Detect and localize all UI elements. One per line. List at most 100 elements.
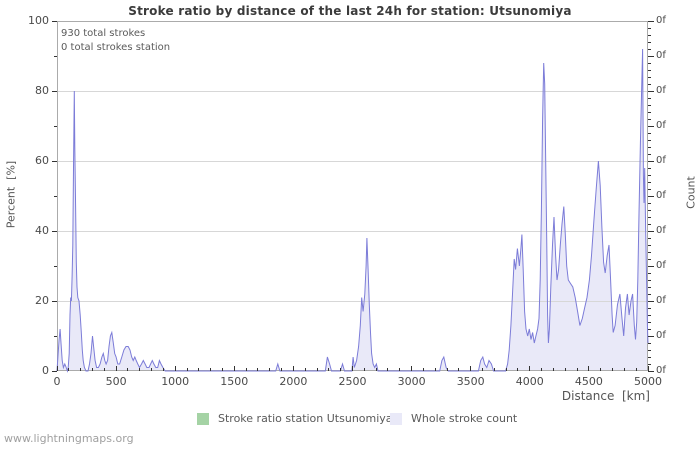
count-tick bbox=[648, 55, 654, 57]
y-tick-label: 40 bbox=[35, 224, 49, 237]
count-tick-label: 0f bbox=[656, 295, 666, 306]
count-minor-tick bbox=[648, 167, 651, 169]
x-tick-label: 2500 bbox=[338, 375, 367, 388]
y-minor-tick bbox=[54, 335, 57, 337]
legend-label-station-ratio: Stroke ratio station Utsunomiya bbox=[218, 412, 393, 425]
count-tick bbox=[648, 125, 654, 127]
x-minor-tick bbox=[210, 368, 212, 371]
y-tick-label: 0 bbox=[42, 364, 49, 377]
y-tick bbox=[52, 90, 57, 92]
chart-title: Stroke ratio by distance of the last 24h… bbox=[128, 4, 572, 18]
count-minor-tick bbox=[648, 272, 651, 274]
x-minor-tick bbox=[458, 368, 460, 371]
count-tick-label: 0f bbox=[656, 365, 666, 376]
x-tick bbox=[292, 366, 294, 371]
x-tick-label: 0 bbox=[53, 375, 61, 388]
x-minor-tick bbox=[387, 368, 389, 371]
legend-item-whole-stroke-count: Whole stroke count bbox=[390, 412, 517, 425]
count-minor-tick bbox=[648, 104, 651, 106]
count-minor-tick bbox=[648, 237, 651, 239]
count-minor-tick bbox=[648, 41, 651, 43]
x-tick bbox=[411, 366, 413, 371]
x-minor-tick bbox=[482, 368, 484, 371]
count-tick-label: 0f bbox=[656, 15, 666, 26]
x-minor-tick bbox=[375, 368, 377, 371]
count-minor-tick bbox=[648, 314, 651, 316]
count-minor-tick bbox=[648, 328, 651, 330]
count-minor-tick bbox=[648, 251, 651, 253]
x-minor-tick bbox=[257, 368, 259, 371]
x-minor-tick bbox=[623, 368, 625, 371]
x-minor-tick bbox=[635, 368, 637, 371]
x-tick bbox=[233, 366, 235, 371]
count-minor-tick bbox=[648, 321, 651, 323]
x-tick bbox=[174, 366, 176, 371]
x-tick-label: 4000 bbox=[515, 375, 544, 388]
count-minor-tick bbox=[648, 153, 651, 155]
count-minor-tick bbox=[648, 76, 651, 78]
x-axis-title-distance: Distance [km] bbox=[561, 389, 650, 403]
x-minor-tick bbox=[245, 368, 247, 371]
y-axis-title-count: Count bbox=[684, 176, 698, 209]
count-tick-label: 0f bbox=[656, 225, 666, 236]
y-minor-tick bbox=[54, 125, 57, 127]
count-minor-tick bbox=[648, 83, 651, 85]
count-minor-tick bbox=[648, 202, 651, 204]
stroke-count-plot-svg bbox=[56, 21, 649, 373]
x-minor-tick bbox=[186, 368, 188, 371]
x-minor-tick bbox=[269, 368, 271, 371]
count-tick bbox=[648, 300, 654, 302]
x-minor-tick bbox=[564, 368, 566, 371]
y-minor-tick bbox=[54, 265, 57, 267]
count-minor-tick bbox=[648, 258, 651, 260]
y-tick-label: 100 bbox=[28, 14, 49, 27]
y-tick bbox=[52, 230, 57, 232]
x-tick-label: 2000 bbox=[279, 375, 308, 388]
count-tick-label: 0f bbox=[656, 85, 666, 96]
count-tick-label: 0f bbox=[656, 50, 666, 61]
x-minor-tick bbox=[340, 368, 342, 371]
count-minor-tick bbox=[648, 342, 651, 344]
count-minor-tick bbox=[648, 111, 651, 113]
y-tick bbox=[52, 300, 57, 302]
y-minor-tick bbox=[54, 195, 57, 197]
whole-stroke-count-line bbox=[56, 48, 649, 373]
legend-swatch-lavender-icon bbox=[390, 412, 402, 425]
count-minor-tick bbox=[648, 286, 651, 288]
count-tick bbox=[648, 335, 654, 337]
count-minor-tick bbox=[648, 307, 651, 309]
y-tick bbox=[52, 20, 57, 22]
x-tick-label: 5000 bbox=[634, 375, 662, 388]
count-minor-tick bbox=[648, 62, 651, 64]
count-minor-tick bbox=[648, 48, 651, 50]
x-minor-tick bbox=[517, 368, 519, 371]
x-tick-label: 4500 bbox=[574, 375, 603, 388]
count-tick bbox=[648, 230, 654, 232]
count-tick-label: 0f bbox=[656, 330, 666, 341]
legend-swatch-green-icon bbox=[197, 412, 209, 425]
count-tick bbox=[648, 195, 654, 197]
count-tick bbox=[648, 160, 654, 162]
x-minor-tick bbox=[162, 368, 164, 371]
x-minor-tick bbox=[80, 368, 82, 371]
count-minor-tick bbox=[648, 139, 651, 141]
y-tick-label: 20 bbox=[35, 294, 49, 307]
x-minor-tick bbox=[304, 368, 306, 371]
count-tick-label: 0f bbox=[656, 155, 666, 166]
x-tick-label: 3500 bbox=[456, 375, 485, 388]
count-minor-tick bbox=[648, 279, 651, 281]
x-tick bbox=[352, 366, 353, 371]
x-minor-tick bbox=[422, 368, 424, 371]
annotation-total-strokes: 930 total strokes bbox=[61, 28, 146, 39]
count-minor-tick bbox=[648, 363, 651, 365]
count-tick bbox=[648, 20, 654, 22]
x-minor-tick bbox=[328, 368, 330, 371]
legend-label-whole-stroke-count: Whole stroke count bbox=[411, 412, 518, 425]
x-minor-tick bbox=[399, 368, 401, 371]
count-minor-tick bbox=[648, 118, 651, 120]
x-minor-tick bbox=[446, 368, 448, 371]
x-minor-tick bbox=[493, 368, 495, 371]
x-minor-tick bbox=[281, 368, 283, 371]
count-minor-tick bbox=[648, 188, 651, 190]
x-tick-label: 1000 bbox=[161, 375, 190, 388]
